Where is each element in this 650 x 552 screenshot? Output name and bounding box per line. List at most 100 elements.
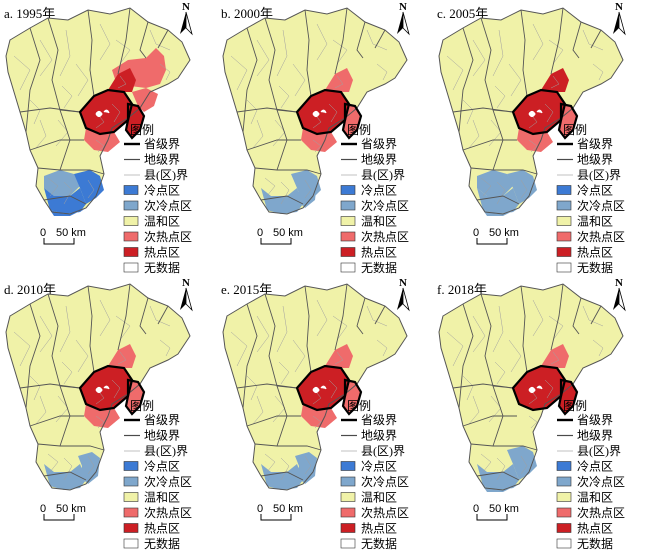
urban-core-mark (312, 385, 327, 394)
city-boundary (550, 283, 564, 351)
city-boundary (19, 383, 81, 389)
county-boundary (99, 23, 111, 61)
county-boundary (39, 39, 53, 77)
city-boundary (470, 167, 538, 175)
region-subcold (44, 170, 80, 196)
city-boundary (334, 7, 348, 75)
legend-label-mild: 温和区 (361, 215, 397, 229)
legend-label-mild: 温和区 (577, 491, 613, 505)
legend-label-cold: 冷点区 (361, 460, 397, 474)
county-boundary (115, 39, 131, 65)
legend-swatch-cold (123, 461, 139, 471)
legend-swatch-mild (556, 492, 572, 502)
county-boundary (117, 75, 127, 89)
scale-zero: 0 (257, 503, 263, 515)
legend-swatch-subcold (340, 476, 356, 487)
legend-label-city: 地级界 (144, 429, 180, 443)
scale-zero: 0 (473, 227, 479, 239)
province-boundary-tianjin (124, 378, 146, 416)
county-boundary (272, 119, 286, 147)
county-boundary (230, 331, 248, 367)
legend-title: 图例 (563, 123, 587, 137)
city-boundary (19, 107, 81, 113)
scale-label: 50 km (56, 503, 86, 515)
county-boundary (252, 395, 264, 425)
region-subhot (517, 128, 553, 152)
city-boundary (246, 139, 301, 151)
county-boundary (332, 315, 348, 341)
legend-swatch-subcold (123, 476, 139, 487)
county-boundary (480, 453, 492, 473)
county-boundary (149, 305, 171, 327)
legend-label-mild: 温和区 (144, 491, 180, 505)
county-boundary (256, 39, 270, 77)
county-boundary (582, 305, 604, 327)
legend-swatch-nodata (556, 538, 572, 549)
legend-label-city: 地级界 (577, 153, 613, 167)
map-panel: c. 2005年 N 图例省级界地级界县(区)界冷点区次冷点区温和区次热点区热点区无… (437, 1, 626, 275)
county-boundary (520, 455, 528, 475)
city-boundary (236, 383, 298, 389)
legend-swatch-subhot (556, 231, 572, 242)
county-boundary (280, 181, 290, 205)
legend-label-nodata: 无数据 (144, 260, 180, 275)
city-boundary (139, 297, 149, 335)
province-boundary-tianjin (557, 102, 579, 140)
county-boundary (29, 99, 41, 125)
region-subhot (84, 128, 120, 152)
county-boundary (75, 63, 89, 97)
outer-boundary (5, 7, 191, 215)
county-boundary (334, 351, 344, 365)
legend-label-province: 省级界 (577, 137, 613, 151)
county-boundary (376, 339, 388, 357)
city-boundary (492, 109, 504, 171)
province-boundary-beijing (295, 364, 351, 412)
city-boundary (590, 305, 602, 325)
panel-label: f. 2018年 (437, 282, 487, 297)
county-boundary (278, 361, 290, 385)
city-boundary (43, 195, 87, 205)
scale-label: 50 km (56, 227, 86, 239)
county-boundary (582, 29, 604, 51)
map-panel: a. 1995年 N 图例省级界地级界县(区)界冷点区次冷点区温和区次热点区热点区无… (4, 1, 193, 275)
scale-label: 50 km (273, 503, 303, 515)
county-boundary (55, 395, 69, 423)
city-boundary (492, 385, 504, 447)
urban-core-mark (95, 385, 110, 394)
legend-label-county: 县(区)界 (144, 168, 188, 182)
city-boundary (590, 29, 602, 49)
outer-boundary (222, 283, 408, 491)
county-boundary (278, 85, 290, 109)
outer-boundary (438, 7, 624, 215)
legend-label-city: 地级界 (577, 429, 613, 443)
county-boundary (592, 339, 604, 357)
county-boundary (61, 85, 73, 109)
city-boundary (260, 471, 304, 481)
city-boundary (374, 305, 386, 325)
county-boundary (462, 375, 474, 401)
legend-label-subcold: 次冷点区 (144, 199, 192, 213)
city-boundary (117, 283, 131, 351)
legend-label-subhot: 次热点区 (144, 506, 192, 520)
region-subcold (483, 484, 519, 492)
city-boundary (59, 385, 71, 447)
legend-label-subhot: 次热点区 (144, 230, 192, 244)
province-boundary-tianjin (341, 102, 363, 140)
region-subcold (477, 464, 519, 490)
county-boundary (496, 181, 506, 205)
county-boundary (480, 177, 492, 197)
county-boundary (39, 315, 53, 353)
legend-title: 图例 (347, 123, 371, 137)
north-label: N (399, 277, 407, 289)
province-boundary-beijing (78, 88, 134, 136)
county-boundary (29, 375, 41, 401)
legend-label-cold: 冷点区 (144, 460, 180, 474)
region-hot (541, 68, 569, 92)
legend-label-province: 省级界 (361, 137, 397, 151)
county-boundary (550, 351, 560, 365)
county-boundary (272, 395, 286, 423)
legend-swatch-hot (556, 247, 572, 257)
county-boundary (316, 299, 328, 337)
legend-swatch-mild (556, 216, 572, 226)
